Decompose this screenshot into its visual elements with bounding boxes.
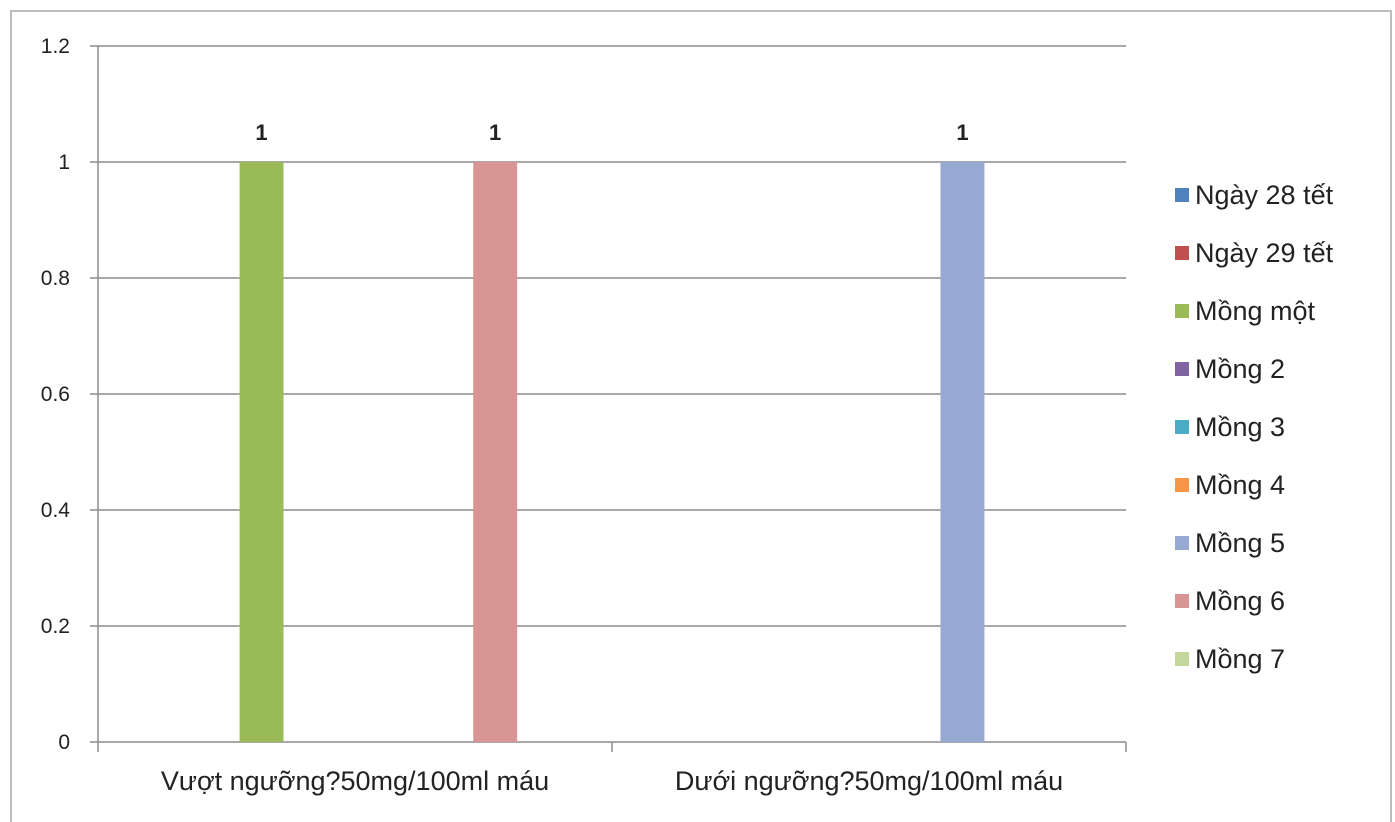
tick-labels: 0 0.2 0.4 0.6 0.8 1 1.2 Vượt ngưỡng?50mg/100ml … <box>41 35 1063 796</box>
y-tick-label: 0.6 <box>41 383 70 406</box>
legend-item: Mồng 7 <box>1175 630 1385 688</box>
y-tick-label: 0.4 <box>41 499 71 522</box>
data-label: 1 <box>956 120 968 145</box>
y-tick-label: 0.2 <box>41 615 70 638</box>
data-label: 1 <box>489 120 501 145</box>
legend-swatch <box>1175 420 1189 434</box>
legend-item: Mồng 6 <box>1175 572 1385 630</box>
legend-label: Ngày 28 tết <box>1195 179 1334 210</box>
legend-label: Mồng 5 <box>1195 527 1286 558</box>
legend-item: Mồng 5 <box>1175 514 1385 572</box>
legend-item: Mồng 4 <box>1175 456 1385 514</box>
x-category-label: Dưới ngưỡng?50mg/100ml máu <box>675 766 1063 796</box>
legend-label: Mồng 3 <box>1195 411 1286 442</box>
legend-item: Ngày 28 tết <box>1175 166 1385 224</box>
legend-label: Mồng một <box>1195 295 1316 326</box>
legend-label: Mồng 4 <box>1195 469 1286 500</box>
legend-swatch <box>1175 304 1189 318</box>
data-label: 1 <box>255 120 267 145</box>
legend-item: Mồng 2 <box>1175 340 1385 398</box>
legend-label: Mồng 6 <box>1195 585 1286 616</box>
legend-swatch <box>1175 188 1189 202</box>
bar <box>239 162 284 742</box>
y-tick-label: 0 <box>58 731 70 754</box>
y-tick-label: 1 <box>58 151 70 174</box>
bar <box>940 162 985 742</box>
legend-swatch <box>1175 246 1189 260</box>
y-tick-label: 1.2 <box>41 35 70 58</box>
legend: Ngày 28 tết Ngày 29 tết Mồng một Mồng 2 Mồng… <box>1175 166 1385 688</box>
legend-swatch <box>1175 536 1189 550</box>
legend-label: Mồng 7 <box>1195 643 1286 674</box>
legend-swatch <box>1175 652 1189 666</box>
x-category-label: Vượt ngưỡng?50mg/100ml máu <box>161 766 549 796</box>
legend-label: Ngày 29 tết <box>1195 237 1334 268</box>
legend-swatch <box>1175 362 1189 376</box>
legend-item: Mồng 3 <box>1175 398 1385 456</box>
legend-label: Mồng 2 <box>1195 353 1286 384</box>
bar <box>473 162 518 742</box>
legend-item: Mồng một <box>1175 282 1385 340</box>
bars <box>239 162 985 742</box>
legend-swatch <box>1175 594 1189 608</box>
legend-item: Ngày 29 tết <box>1175 224 1385 282</box>
chart-frame <box>10 10 1392 822</box>
legend-swatch <box>1175 478 1189 492</box>
y-tick-label: 0.8 <box>41 267 70 290</box>
